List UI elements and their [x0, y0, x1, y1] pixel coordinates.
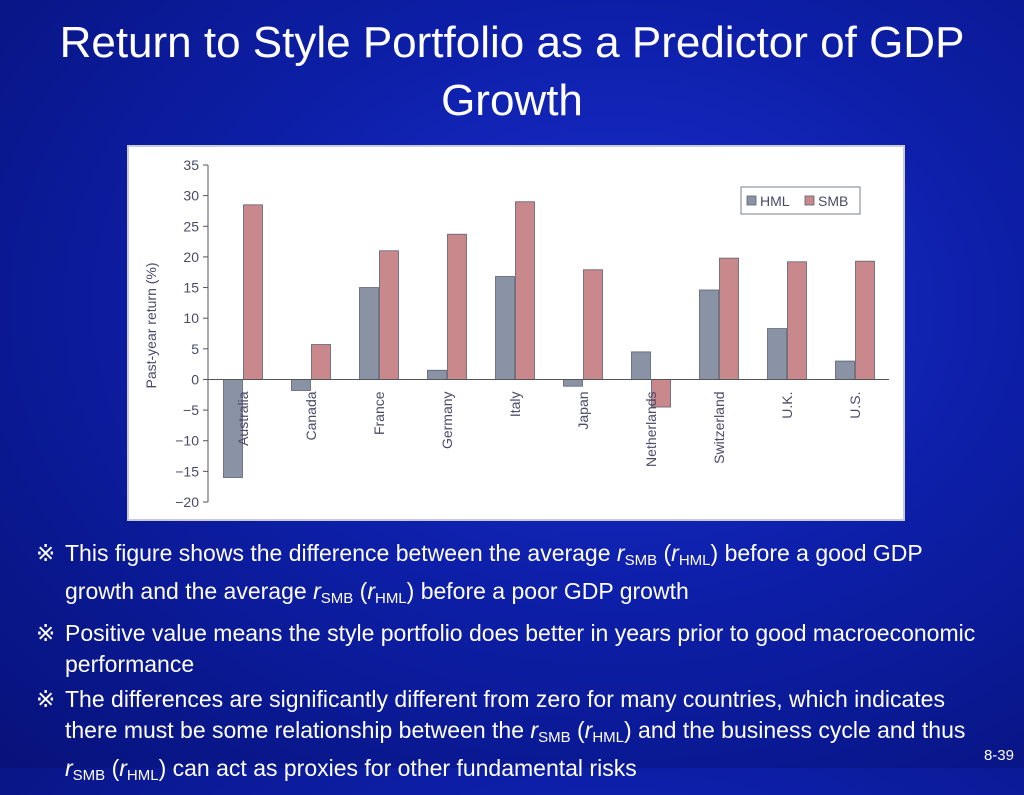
category-label: U.K. [779, 391, 795, 418]
bar-hml [631, 351, 651, 380]
chart-frame: 35 30 25 20 15 10 5 0 −5 −10 −15 −20 Past-year retur… [127, 145, 905, 521]
bar-hml [359, 287, 379, 380]
y-tick-label: −5 [183, 402, 199, 418]
legend-box [740, 186, 861, 215]
y-tick-label: 30 [183, 188, 199, 204]
bar-hml [291, 379, 311, 391]
y-tick-label: 15 [183, 280, 199, 296]
bar-chart: 35 30 25 20 15 10 5 0 −5 −10 −15 −20 Past-year retur… [143, 157, 889, 510]
y-tick-label: −20 [175, 494, 199, 510]
y-tick-label: 20 [183, 249, 199, 265]
legend-swatch-hml [746, 195, 757, 206]
bar-hml [835, 360, 855, 380]
bar-smb [311, 344, 331, 380]
bar-smb [583, 269, 603, 380]
y-tick-label: 35 [183, 157, 199, 173]
y-tick-label: 10 [183, 310, 199, 326]
y-tick-label: 5 [191, 341, 199, 357]
category-label: France [371, 391, 387, 435]
legend-label-hml: HML [760, 193, 790, 209]
y-tick-label: −10 [175, 433, 199, 449]
bar-hml [563, 379, 583, 387]
reference-mark-icon: ※ [36, 540, 56, 566]
bar-smb [379, 250, 399, 380]
category-label: Japan [575, 391, 591, 429]
bar-smb [787, 261, 807, 380]
slide-number: 8-39 [983, 747, 1014, 764]
bullet-3: ※ The differences are significantly diff… [36, 686, 966, 784]
y-axis-title: Past-year return (%) [143, 262, 159, 388]
slide-title: Return to Style Portfolio as a Predictor… [59, 18, 965, 125]
category-label: Canada [303, 391, 319, 440]
category-label: Australia [235, 391, 251, 446]
category-label: Italy [507, 391, 523, 417]
category-label: Switzerland [711, 391, 727, 463]
legend-swatch-smb [804, 195, 815, 206]
y-tick-label: −15 [175, 463, 199, 479]
reference-mark-icon: ※ [36, 620, 56, 646]
bar-hml [699, 289, 719, 380]
y-tick-label: 0 [191, 371, 199, 387]
legend-label-smb: SMB [818, 193, 848, 209]
reference-mark-icon: ※ [36, 686, 56, 712]
bar-hml [767, 328, 787, 380]
bar-smb [243, 204, 263, 380]
bullet-2: ※ Positive value means the style portfol… [36, 620, 976, 677]
bullet-list: ※ This figure shows the difference betwe… [36, 538, 996, 795]
bar-smb [515, 201, 535, 380]
category-label: Germany [439, 391, 455, 449]
category-label: U.S. [847, 391, 863, 418]
bar-smb [855, 260, 875, 380]
bar-smb [719, 257, 739, 380]
bar-hml [427, 369, 447, 380]
bar-smb [447, 233, 467, 380]
y-tick-label: 25 [183, 218, 199, 234]
bullet-1: ※ This figure shows the difference betwe… [36, 540, 923, 607]
category-label: Netherlands [643, 391, 659, 467]
bar-hml [495, 276, 515, 380]
